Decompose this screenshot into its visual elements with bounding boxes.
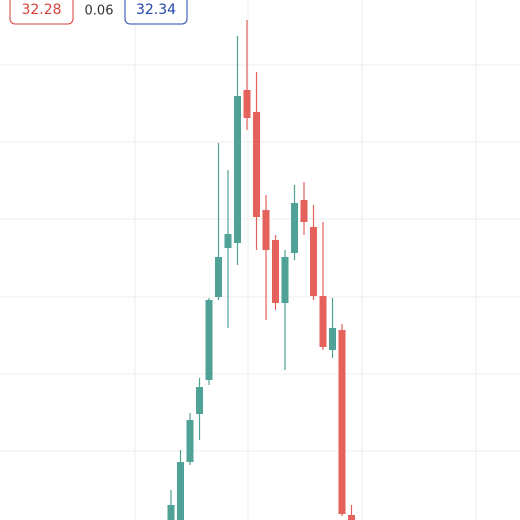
candle-body [167, 505, 175, 520]
candle-body [234, 96, 241, 243]
candle-body [205, 300, 213, 380]
candles [167, 20, 355, 520]
candle-body [262, 210, 270, 250]
ask-price: 32.34 [136, 2, 176, 18]
candle-body [177, 462, 184, 520]
spread: 0.06 [85, 4, 114, 19]
candle-body [272, 240, 279, 303]
candle-body [243, 90, 251, 118]
candle-body [215, 257, 222, 297]
candle-body [281, 257, 289, 303]
candle-body [291, 203, 298, 253]
candle-body [253, 112, 260, 217]
candle-body [224, 234, 232, 248]
candle-body [310, 227, 317, 296]
ask-box[interactable] [124, 0, 188, 25]
candle-body [186, 420, 194, 462]
candle-body [329, 328, 336, 350]
candle-body [196, 387, 203, 414]
candle-body [319, 296, 327, 347]
candle-body [300, 200, 308, 222]
candle-body [338, 330, 346, 514]
bid-box[interactable] [9, 0, 74, 25]
bid-price: 32.28 [21, 2, 61, 18]
candle-body [348, 515, 355, 520]
